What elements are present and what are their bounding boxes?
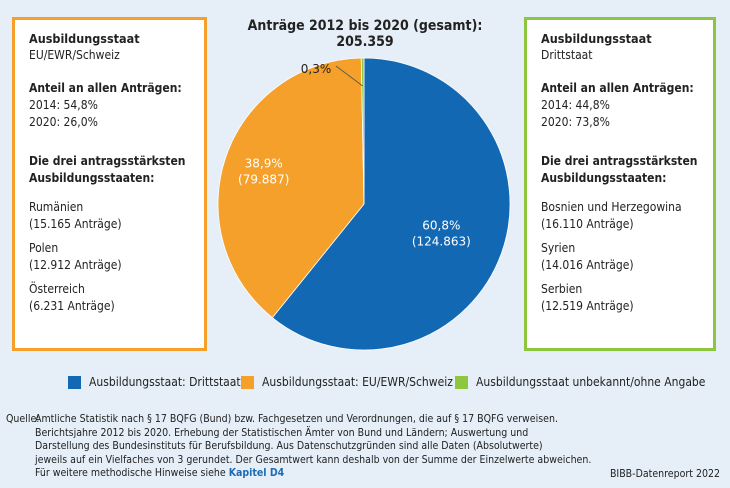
source-line-4: jeweils auf ein Vielfaches von 3 gerunde… [35, 453, 592, 466]
legend-item-eu: Ausbildungsstaat: EU/EWR/Schweiz [241, 373, 453, 391]
legend-swatch-eu [241, 375, 254, 389]
eu-country-1: Rumänien (15.165 Anträge) [29, 199, 190, 233]
pie-slice-unknown [360, 57, 365, 205]
source-line-2: Berichtsjahre 2012 bis 2020. Erhebung de… [35, 426, 529, 439]
dr-share-heading: Anteil an allen Anträgen: [541, 81, 694, 95]
slice-label-eu: 38,9% (79.887) [238, 157, 289, 187]
dr-share-2020: 2020: 73,8% [541, 115, 610, 129]
eu-top-heading-1: Die drei antragsstärksten [29, 154, 186, 168]
source-line-5: Für weitere methodische Hinweise siehe K… [35, 467, 606, 481]
dr-box-subtitle: Drittstaat [541, 48, 593, 62]
dr-country-1: Bosnien und Herzegowina (16.110 Anträge) [541, 199, 699, 233]
chart-title: Anträge 2012 bis 2020 (gesamt): 205.359 [220, 18, 510, 50]
eu-box-title: Ausbildungsstaat [29, 31, 140, 46]
chart-title-total: 205.359 [336, 34, 394, 50]
pie-slice-drittstaat [271, 57, 511, 351]
source-note: Quelle: Amtliche Statistik nach § 17 BQF… [6, 413, 606, 481]
eu-country-3-name: Österreich [29, 282, 85, 296]
eu-country-2-name: Polen [29, 241, 59, 255]
dr-box-title: Ausbildungsstaat [541, 31, 652, 46]
eu-country-1-count: (15.165 Anträge) [29, 217, 122, 231]
legend-swatch-unknown [455, 375, 468, 389]
eu-country-1-name: Rumänien [29, 200, 84, 214]
dr-country-1-name: Bosnien und Herzegowina [541, 200, 682, 214]
chart-title-line1: Anträge 2012 bis 2020 (gesamt): [247, 18, 483, 34]
leader-line-unknown [335, 65, 363, 87]
kapitel-d4-link[interactable]: Kapitel D4 [228, 467, 285, 480]
source-line-5-prefix: Für weitere methodische Hinweise siehe [35, 467, 229, 480]
dr-country-3-name: Serbien [541, 282, 583, 296]
legend-item-unknown: Ausbildungsstaat unbekannt/ohne Angabe [455, 373, 705, 391]
legend-swatch-drittstaat [68, 375, 81, 389]
dr-top-heading-1: Die drei antragsstärksten [541, 154, 698, 168]
dr-top-heading-2: Ausbildungsstaaten: [541, 171, 667, 185]
slice-label-drittstaat: 60,8% (124.863) [412, 218, 471, 248]
eu-top-heading-2: Ausbildungsstaaten: [29, 171, 155, 185]
legend-label-drittstaat: Ausbildungsstaat: Drittstaat [89, 375, 241, 389]
dr-country-2-name: Syrien [541, 241, 576, 255]
dr-share-2014: 2014: 44,8% [541, 98, 610, 112]
dr-country-1-count: (16.110 Anträge) [541, 217, 634, 231]
drittstaat-info-box: Ausbildungsstaat Drittstaat Anteil an al… [524, 17, 716, 351]
dr-country-3-count: (12.519 Anträge) [541, 299, 634, 313]
eu-country-3-count: (6.231 Anträge) [29, 299, 115, 313]
source-line-1: Amtliche Statistik nach § 17 BQFG (Bund)… [35, 413, 558, 425]
pie-slice-eu [217, 57, 365, 319]
dr-country-2: Syrien (14.016 Anträge) [541, 240, 699, 274]
eu-country-2: Polen (12.912 Anträge) [29, 240, 190, 274]
eu-share-heading: Anteil an allen Anträgen: [29, 81, 182, 95]
source-line-3: Darstellung des Bundesinstituts für Beru… [35, 440, 543, 453]
legend-label-eu: Ausbildungsstaat: EU/EWR/Schweiz [262, 375, 453, 389]
eu-country-2-count: (12.912 Anträge) [29, 258, 122, 272]
eu-info-box: Ausbildungsstaat EU/EWR/Schweiz Anteil a… [12, 17, 207, 351]
eu-share-2014: 2014: 54,8% [29, 98, 98, 112]
dr-country-3: Serbien (12.519 Anträge) [541, 281, 699, 315]
dr-country-2-count: (14.016 Anträge) [541, 258, 634, 272]
eu-share-2020: 2020: 26,0% [29, 115, 98, 129]
eu-country-3: Österreich (6.231 Anträge) [29, 281, 190, 315]
source-label: Quelle: [6, 413, 40, 425]
legend-label-unknown: Ausbildungsstaat unbekannt/ohne Angabe [476, 375, 706, 389]
legend-item-drittstaat: Ausbildungsstaat: Drittstaat [68, 373, 241, 391]
credit: BIBB-Datenreport 2022 [609, 468, 720, 480]
slice-label-unknown: 0,3% [301, 62, 332, 76]
eu-box-subtitle: EU/EWR/Schweiz [29, 48, 120, 62]
